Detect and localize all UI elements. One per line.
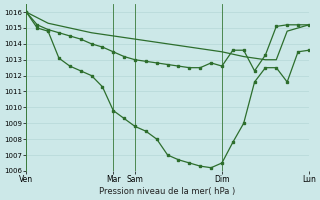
- X-axis label: Pression niveau de la mer( hPa ): Pression niveau de la mer( hPa ): [100, 187, 236, 196]
